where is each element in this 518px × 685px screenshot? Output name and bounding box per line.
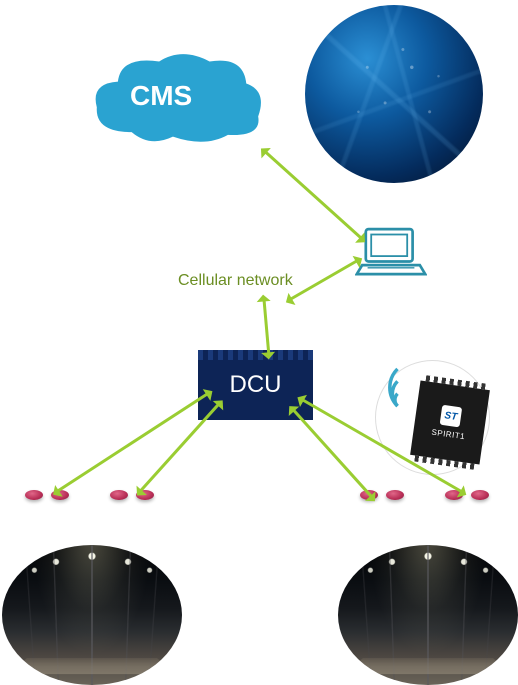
streetlight-scene — [338, 545, 518, 685]
arrow-laptop-dcu — [289, 259, 358, 301]
streetlight-scene — [2, 545, 182, 685]
arrow-dcu-led-lr — [139, 403, 220, 493]
cms-label: CMS — [130, 80, 192, 112]
chip-text: SPIRIT1 — [431, 428, 466, 442]
wireless-icon — [380, 370, 415, 405]
globe-network-icon — [305, 5, 483, 183]
spirit1-chip: ST SPIRIT1 — [410, 380, 490, 464]
arrow-dcu-led-rl — [292, 408, 373, 498]
chip-logo: ST — [440, 405, 463, 428]
cellular-network-label: Cellular network — [178, 272, 293, 290]
arrow-dcu-cell — [263, 299, 271, 354]
dcu-label: DCU — [230, 371, 282, 399]
